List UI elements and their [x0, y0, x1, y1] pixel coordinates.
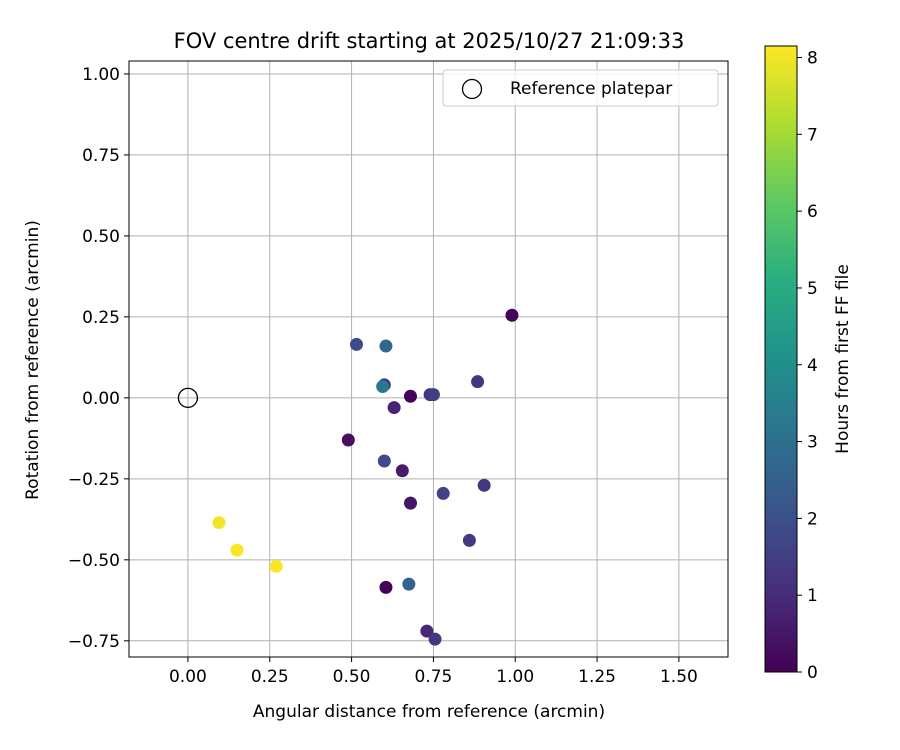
x-tick-label: 0.25 — [251, 667, 289, 687]
y-tick-label: −0.50 — [68, 551, 120, 571]
data-point — [477, 478, 491, 492]
data-point — [379, 339, 393, 353]
y-axis-label: Rotation from reference (arcmin) — [23, 220, 43, 500]
legend-marker-reference — [461, 78, 483, 100]
data-point — [269, 559, 283, 573]
y-tick-label: 0.75 — [82, 146, 120, 166]
x-tick-label: 0.50 — [333, 667, 371, 687]
data-point — [402, 577, 416, 591]
data-point — [426, 388, 440, 402]
x-tick-label: 1.50 — [660, 667, 698, 687]
colorbar-tick-label: 6 — [807, 202, 818, 222]
x-axis-ticks: 0.00 0.25 0.50 0.75 1.00 1.25 1.50 — [169, 657, 698, 687]
data-point — [349, 337, 363, 351]
data-points — [177, 308, 519, 646]
colorbar-tick-label: 5 — [807, 279, 818, 299]
data-point — [505, 308, 519, 322]
plot-frame — [128, 60, 729, 658]
data-point — [230, 543, 244, 557]
x-tick-label: 0.75 — [414, 667, 452, 687]
colorbar-tick-label: 0 — [807, 663, 818, 683]
colorbar-tick-label: 4 — [807, 356, 818, 376]
colorbar-ticks: 0 1 2 3 4 5 6 7 8 — [797, 49, 818, 683]
reference-platepar-marker — [177, 387, 199, 409]
legend: Reference platepar — [442, 69, 719, 107]
y-tick-label: 0.50 — [82, 227, 120, 247]
data-point — [403, 496, 417, 510]
data-point — [436, 486, 450, 500]
data-point — [377, 454, 391, 468]
data-point — [471, 375, 485, 389]
x-tick-label: 0.00 — [169, 667, 207, 687]
data-point — [395, 464, 409, 478]
data-point — [341, 433, 355, 447]
y-axis-ticks: −0.75 −0.50 −0.25 0.00 0.25 0.50 0.75 1.00 — [68, 65, 129, 652]
colorbar-label: Hours from first FF file — [833, 264, 853, 454]
colorbar-tick-label: 1 — [807, 586, 818, 606]
chart-title: FOV centre drift starting at 2025/10/27 … — [174, 29, 685, 53]
data-point — [428, 632, 442, 646]
legend-label-reference: Reference platepar — [510, 79, 672, 99]
colorbar-tick-label: 7 — [807, 125, 818, 145]
data-point — [420, 624, 434, 638]
data-point — [376, 380, 390, 394]
colorbar-tick-label: 8 — [807, 49, 818, 69]
data-point — [379, 580, 393, 594]
data-point — [462, 533, 476, 547]
y-tick-label: 1.00 — [82, 65, 120, 85]
data-point — [403, 389, 417, 403]
y-tick-label: 0.25 — [82, 308, 120, 328]
x-tick-label: 1.25 — [578, 667, 616, 687]
x-tick-label: 1.00 — [496, 667, 534, 687]
data-point — [212, 516, 226, 530]
colorbar: 0 1 2 3 4 5 6 7 8 Hours from first FF file — [764, 45, 853, 683]
y-tick-label: 0.00 — [82, 389, 120, 409]
colorbar-tick-label: 3 — [807, 433, 818, 453]
colorbar-gradient — [764, 45, 798, 673]
y-tick-label: −0.75 — [68, 632, 120, 652]
legend-box — [442, 69, 719, 107]
x-axis-label: Angular distance from reference (arcmin) — [253, 702, 605, 722]
data-point — [387, 401, 401, 415]
y-tick-label: −0.25 — [68, 470, 120, 490]
colorbar-tick-label: 2 — [807, 509, 818, 529]
